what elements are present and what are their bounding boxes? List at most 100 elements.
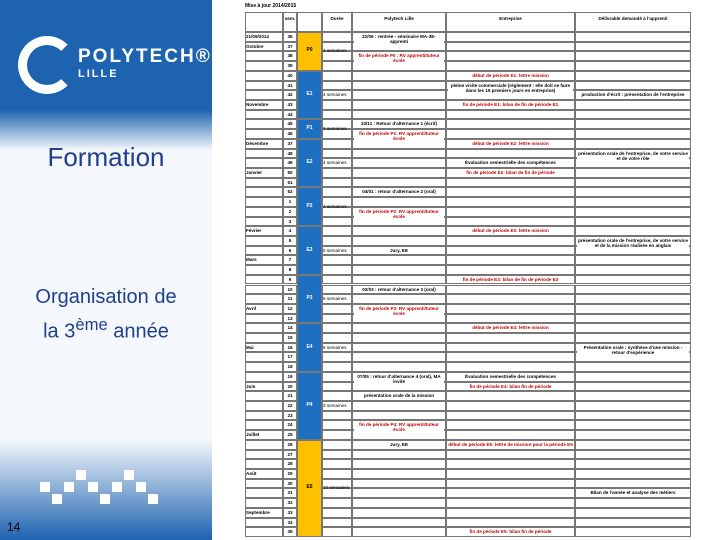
month-label: Avril (246, 305, 257, 311)
row-cell (352, 255, 446, 266)
row-cell (446, 498, 575, 508)
row-cell (575, 381, 691, 392)
note: Évaluation semestrielle des compétences (448, 373, 573, 379)
row-cell (322, 410, 352, 421)
row-cell (245, 109, 283, 120)
row-cell (575, 333, 691, 343)
logo-sub: LILLE (78, 68, 119, 80)
row-cell (283, 284, 297, 295)
period-code: P2 (306, 202, 313, 209)
month-label: Mai (246, 344, 254, 350)
row-cell (322, 303, 352, 314)
row-cell (446, 410, 575, 421)
row-cell (575, 197, 691, 207)
row-cell (245, 197, 283, 207)
row-cell (322, 216, 352, 227)
week-number: 39 (287, 63, 293, 69)
row-cell (322, 177, 352, 188)
row-cell (283, 488, 297, 499)
row-cell (575, 294, 691, 304)
row-cell (283, 177, 297, 188)
row-cell (283, 119, 297, 130)
row-cell (245, 265, 283, 275)
note: fin de période P1: RV apprenti/tuteur éc… (354, 131, 444, 142)
row-cell (575, 410, 691, 421)
row-cell (245, 498, 283, 508)
header-cell (446, 12, 575, 32)
row-cell (446, 129, 575, 139)
row-cell (446, 459, 575, 469)
week-number: 48 (287, 150, 293, 156)
row-cell (245, 187, 283, 198)
period-block (297, 226, 322, 275)
row-cell (283, 90, 297, 100)
row-cell (575, 507, 691, 518)
row-cell (283, 99, 297, 110)
row-cell (322, 255, 352, 266)
row-cell (322, 459, 352, 469)
heading-line: année (107, 320, 169, 343)
note: production d'écrit : présentation de l'e… (577, 92, 689, 98)
period-code: P4 (306, 401, 313, 408)
row-cell (322, 51, 352, 62)
note: début de période E5: lettre de mission p… (448, 441, 573, 447)
week-number: 49 (287, 160, 293, 166)
month-label: Mars (246, 257, 257, 263)
row-cell (352, 274, 446, 285)
row-cell (322, 478, 352, 489)
row-cell (575, 129, 691, 139)
page-number: 14 (7, 520, 21, 534)
row-cell (245, 342, 283, 353)
week-number: 35 (287, 529, 293, 535)
week-number: 43 (287, 101, 293, 107)
row-cell (446, 333, 575, 343)
row-cell (245, 167, 283, 178)
row-cell (283, 410, 297, 421)
row-cell (283, 527, 297, 537)
row-cell (283, 381, 297, 392)
row-cell (352, 352, 446, 363)
row-cell (322, 284, 352, 295)
row-cell (446, 401, 575, 411)
row-cell (245, 138, 283, 149)
row-cell (446, 138, 575, 149)
row-cell (575, 187, 691, 198)
row-cell (322, 119, 352, 130)
week-number: 20 (287, 383, 293, 389)
period-code: E4 (306, 343, 313, 350)
row-cell (352, 235, 446, 246)
row-cell (245, 148, 283, 159)
row-cell (283, 303, 297, 314)
row-cell (283, 313, 297, 324)
row-cell (352, 401, 446, 411)
row-cell (283, 449, 297, 460)
week-number: 42 (287, 92, 293, 98)
row-cell (322, 469, 352, 479)
period-block (297, 323, 322, 372)
note: début de période E1: lettre mission (448, 72, 573, 78)
week-number: 28 (287, 461, 293, 467)
row-cell (446, 342, 575, 353)
row-cell (245, 469, 283, 479)
period-block (297, 439, 322, 537)
row-cell (245, 488, 283, 499)
note: présentation orale de l'entreprise, de v… (577, 237, 689, 248)
month-label: Juillet (246, 432, 260, 438)
row-cell (352, 478, 446, 489)
row-cell (575, 469, 691, 479)
row-cell (283, 148, 297, 159)
week-number: 38 (287, 53, 293, 59)
row-cell (245, 439, 283, 450)
row-cell (575, 51, 691, 62)
note: fin de période E2: bilan de fin de pério… (448, 169, 573, 175)
week-number: 8 (288, 267, 292, 273)
row-cell (352, 488, 446, 499)
row-cell (575, 420, 691, 431)
row-cell (575, 167, 691, 178)
week-number: 34 (287, 519, 293, 525)
row-cell (352, 410, 446, 421)
month-label: Août (246, 471, 257, 477)
row-cell (575, 206, 691, 217)
header-cell (322, 12, 352, 32)
row-cell (575, 138, 691, 149)
